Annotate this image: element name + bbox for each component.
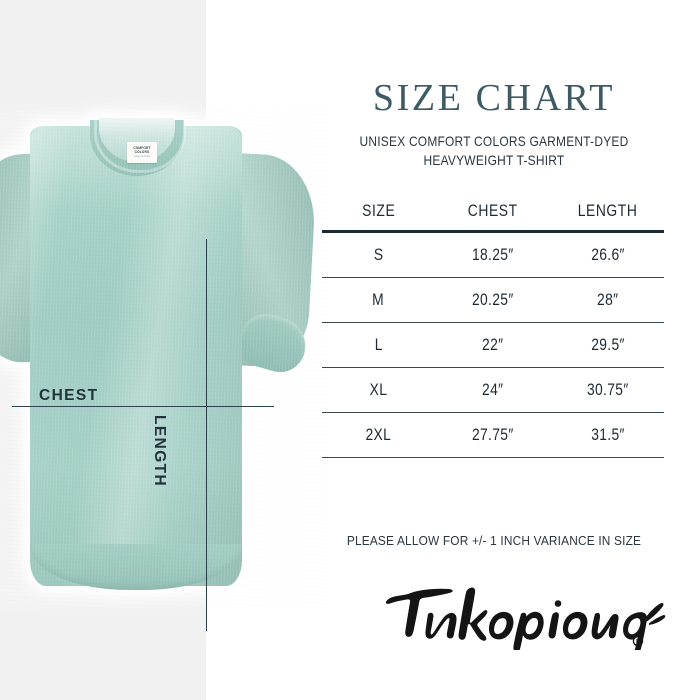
tshirt-illustration: COMFORT COLORS 100% COTTON	[0, 108, 327, 608]
variance-note: PLEASE ALLOW FOR +/- 1 INCH VARIANCE IN …	[346, 533, 642, 548]
subtitle-line-2: HEAVYWEIGHT T-SHIRT	[423, 153, 565, 168]
cell-size: M	[372, 290, 385, 309]
table-row: XL 24″ 30.75″	[322, 368, 664, 413]
size-table: SIZE CHEST LENGTH S 18.25″ 26.6″ M 20.25…	[322, 192, 664, 458]
svg-text:R: R	[636, 640, 641, 646]
chest-measurement-label: CHEST	[39, 387, 99, 404]
cell-chest: 20.25″	[472, 290, 514, 309]
table-row: 2XL 27.75″ 31.5″	[322, 413, 664, 458]
page-title: SIZE CHART	[372, 77, 616, 119]
column-header-length: LENGTH	[577, 201, 638, 220]
length-measurement-label: LENGTH	[151, 415, 168, 488]
cell-length: 30.75″	[586, 380, 629, 399]
neck-label-line-2: COLORS	[134, 150, 150, 155]
column-header-chest: CHEST	[468, 201, 518, 220]
page-subtitle: UNISEX COMFORT COLORS GARMENT-DYED HEAVY…	[339, 132, 649, 170]
table-row: M 20.25″ 28″	[322, 278, 664, 323]
brand-logo: R	[322, 578, 666, 650]
cell-size: 2XL	[365, 425, 392, 444]
cell-length: 29.5″	[590, 335, 625, 354]
chest-measurement-line	[12, 406, 274, 407]
column-header-size: SIZE	[361, 201, 396, 220]
cell-chest: 24″	[482, 380, 504, 399]
cell-chest: 27.75″	[472, 425, 514, 444]
neck-label-tag: COMFORT COLORS 100% COTTON	[127, 142, 157, 163]
size-table-body: S 18.25″ 26.6″ M 20.25″ 28″ L 22″ 29.5″ …	[322, 232, 664, 458]
table-header-row: SIZE CHEST LENGTH	[322, 192, 664, 232]
cell-chest: 22″	[482, 335, 504, 354]
size-table-header: SIZE CHEST LENGTH	[322, 192, 664, 232]
size-chart-panel: SIZE CHART UNISEX COMFORT COLORS GARMENT…	[322, 0, 666, 700]
neck-label-line-1: COMFORT	[133, 145, 151, 150]
subtitle-line-1: UNISEX COMFORT COLORS GARMENT-DYED	[359, 134, 629, 149]
cell-length: 26.6″	[590, 245, 625, 264]
neck-label-line-3: 100% COTTON	[134, 155, 150, 158]
cell-size: S	[373, 245, 384, 264]
cell-chest: 18.25″	[472, 245, 514, 264]
cell-size: L	[374, 335, 383, 354]
cell-length: 31.5″	[590, 425, 625, 444]
table-row: L 22″ 29.5″	[322, 323, 664, 368]
length-measurement-line	[206, 239, 207, 631]
registered-trademark-icon: R	[632, 635, 644, 647]
cell-length: 28″	[596, 290, 619, 309]
cell-size: XL	[369, 380, 388, 399]
product-photo: COMFORT COLORS 100% COTTON CHEST LENGTH	[0, 108, 327, 631]
table-row: S 18.25″ 26.6″	[322, 232, 664, 278]
